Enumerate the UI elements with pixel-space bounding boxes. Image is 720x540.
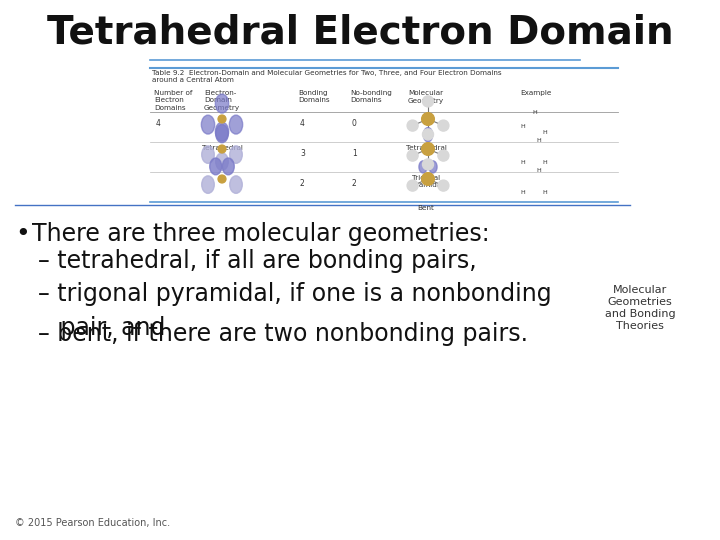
Circle shape [422,113,434,125]
Text: Table 9.2  Electron-Domain and Molecular Geometries for Two, Three, and Four Ele: Table 9.2 Electron-Domain and Molecular … [152,70,502,84]
Ellipse shape [202,115,215,134]
Text: H: H [521,191,526,195]
Circle shape [422,143,434,156]
Ellipse shape [215,94,229,113]
Text: and Bonding: and Bonding [605,309,675,319]
Text: H: H [521,125,526,130]
Ellipse shape [210,158,222,175]
Text: 2: 2 [300,179,305,187]
Text: Theories: Theories [616,321,664,331]
Text: H: H [543,160,547,165]
Text: Bonding
Domains: Bonding Domains [298,90,330,104]
Ellipse shape [423,127,433,142]
Text: Tetrahedral Electron Domain: Tetrahedral Electron Domain [47,13,673,51]
Circle shape [438,180,449,191]
Circle shape [407,150,418,161]
Text: – trigonal pyramidal, if one is a nonbonding
   pair, and: – trigonal pyramidal, if one is a nonbon… [38,282,552,340]
Text: – tetrahedral, if all are bonding pairs,: – tetrahedral, if all are bonding pairs, [38,249,477,273]
Text: – bent, if there are two nonbonding pairs.: – bent, if there are two nonbonding pair… [38,322,528,346]
Text: Electron-
Domain
Geometry: Electron- Domain Geometry [204,90,240,111]
Text: 2: 2 [352,179,356,187]
Text: Molecular
Geometry: Molecular Geometry [408,90,444,104]
Ellipse shape [230,146,243,163]
Circle shape [438,120,449,131]
Text: Geometries: Geometries [608,297,672,307]
Ellipse shape [202,176,215,193]
Ellipse shape [429,161,437,173]
Text: 1: 1 [352,148,356,158]
Ellipse shape [419,161,427,173]
Text: Tetrahedral: Tetrahedral [405,145,446,151]
Ellipse shape [230,115,243,134]
Text: Bent: Bent [418,205,434,211]
Ellipse shape [215,122,229,141]
Text: 4: 4 [300,118,305,127]
Text: © 2015 Pearson Education, Inc.: © 2015 Pearson Education, Inc. [15,518,170,528]
Text: 3: 3 [300,148,305,158]
Ellipse shape [216,153,228,170]
Text: Example: Example [520,90,552,96]
Text: H: H [543,191,547,195]
Circle shape [422,173,434,185]
Circle shape [218,175,226,183]
Ellipse shape [202,146,215,163]
Text: There are three molecular geometries:: There are three molecular geometries: [32,222,490,246]
Circle shape [407,180,418,191]
Text: H: H [521,160,526,165]
Text: Tetrahedral: Tetrahedral [202,145,243,151]
Ellipse shape [222,158,234,175]
Text: •: • [15,222,30,246]
Text: H: H [536,168,541,173]
Circle shape [218,145,226,153]
Circle shape [218,115,226,123]
Text: H: H [533,111,537,116]
Text: Molecular: Molecular [613,285,667,295]
Text: H: H [536,138,541,144]
Text: H: H [543,131,547,136]
Ellipse shape [230,176,243,193]
Text: Number of
Electron
Domains: Number of Electron Domains [154,90,192,111]
Text: No-bonding
Domains: No-bonding Domains [350,90,392,104]
Circle shape [423,96,433,107]
Circle shape [407,120,418,131]
Circle shape [423,159,433,170]
Circle shape [423,129,433,140]
Text: 0: 0 [352,118,357,127]
Circle shape [438,150,449,161]
Ellipse shape [216,125,228,143]
Text: 4: 4 [156,118,161,127]
Text: Trigonal
pyramidal: Trigonal pyramidal [408,175,444,188]
